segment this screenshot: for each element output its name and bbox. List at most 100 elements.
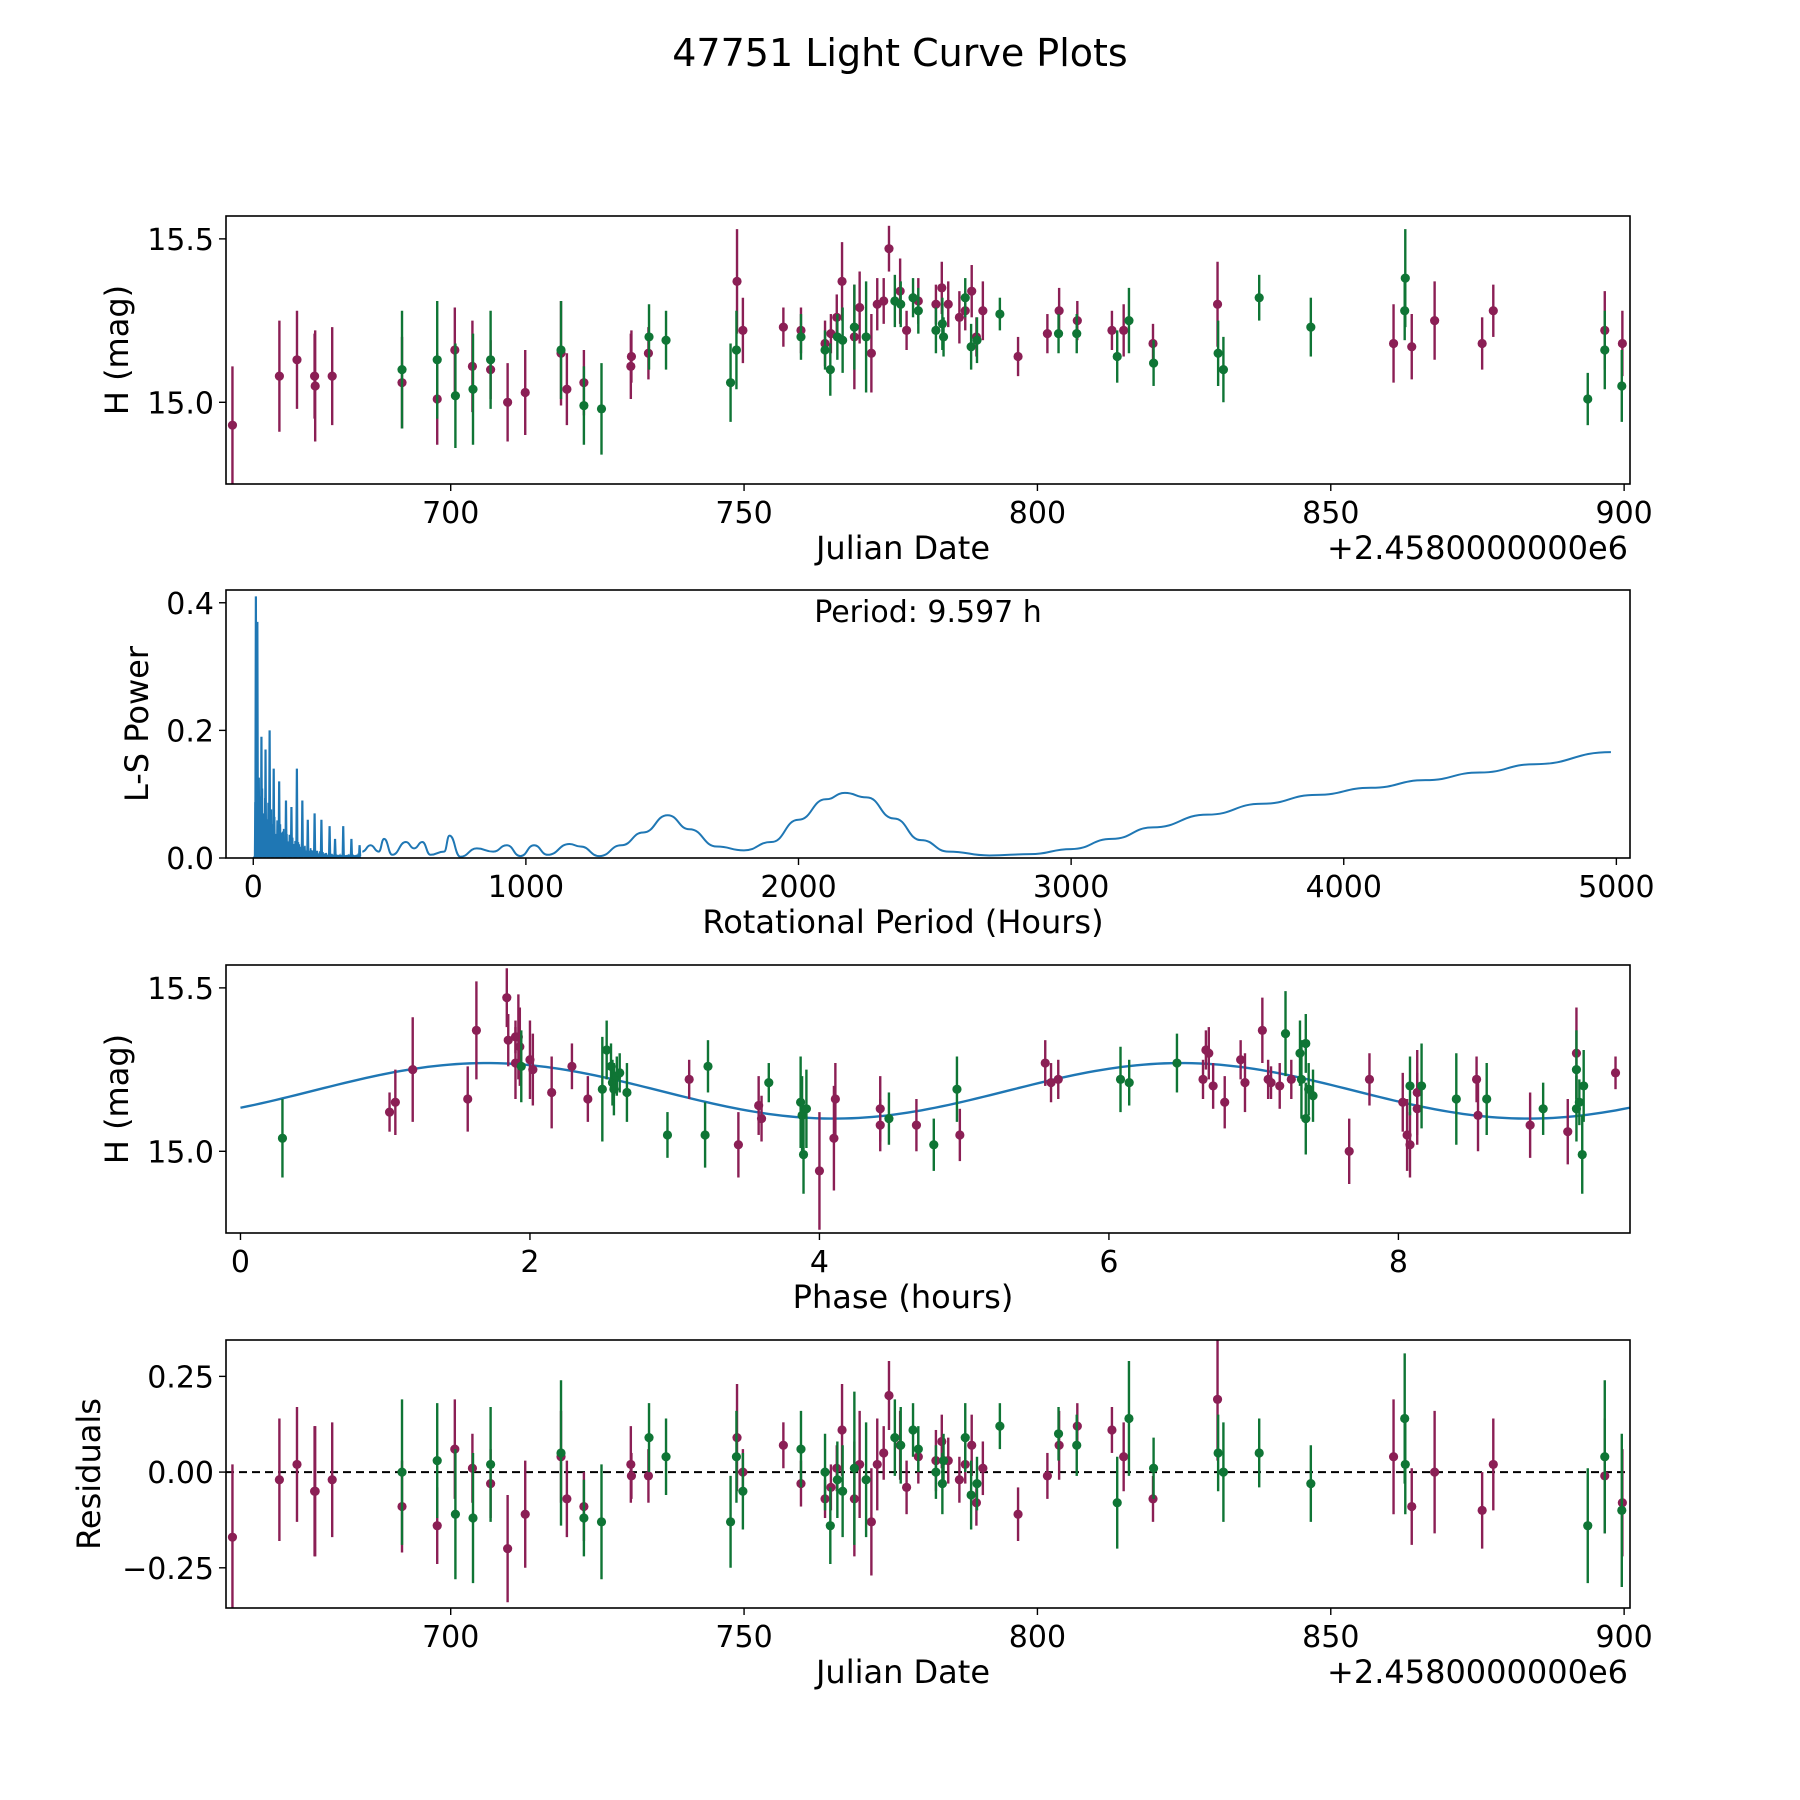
y-tick-label: 0.4 bbox=[166, 587, 214, 622]
data-point bbox=[1482, 1094, 1492, 1104]
data-point bbox=[1254, 1448, 1264, 1458]
data-point bbox=[1563, 1127, 1573, 1137]
data-point bbox=[1218, 365, 1229, 375]
data-point bbox=[1296, 1074, 1307, 1084]
data-point bbox=[703, 1061, 713, 1071]
data-point bbox=[937, 283, 947, 293]
data-point bbox=[995, 309, 1005, 319]
data-point bbox=[1538, 1104, 1548, 1114]
data-point bbox=[1124, 1413, 1134, 1424]
data-point bbox=[908, 293, 918, 303]
y-tick-label: 15.5 bbox=[147, 972, 214, 1007]
data-point bbox=[468, 384, 478, 394]
x-tick-label: 2000 bbox=[760, 870, 836, 905]
data-point bbox=[1477, 1505, 1487, 1515]
data-point bbox=[1574, 1097, 1584, 1107]
data-point bbox=[901, 1482, 912, 1492]
data-point bbox=[731, 345, 742, 355]
data-point bbox=[520, 387, 530, 398]
x-tick-label: 700 bbox=[422, 496, 479, 531]
period-annotation: Period: 9.597 h bbox=[814, 595, 1042, 630]
data-point bbox=[829, 1133, 839, 1143]
data-point bbox=[390, 1097, 400, 1107]
x-tick-label: 8 bbox=[1389, 1245, 1408, 1280]
data-point bbox=[814, 1166, 825, 1176]
data-point bbox=[1407, 342, 1417, 352]
data-point bbox=[954, 312, 964, 322]
data-point bbox=[700, 1130, 710, 1140]
data-point bbox=[1488, 306, 1498, 316]
data-point bbox=[547, 1087, 557, 1098]
data-point bbox=[292, 355, 302, 365]
data-point bbox=[1119, 325, 1129, 335]
data-point bbox=[1600, 345, 1610, 355]
data-point bbox=[1275, 1081, 1285, 1091]
data-point bbox=[1198, 1074, 1208, 1084]
data-point bbox=[913, 1444, 923, 1454]
data-point bbox=[896, 299, 906, 309]
data-point bbox=[661, 1452, 671, 1462]
axes-frame bbox=[225, 1339, 1631, 1609]
data-point bbox=[1286, 1074, 1296, 1084]
data-point bbox=[764, 1078, 774, 1088]
data-point bbox=[622, 1087, 632, 1098]
data-point bbox=[901, 325, 912, 335]
data-point bbox=[733, 1140, 743, 1150]
data-point bbox=[450, 391, 461, 401]
panel-residuals: 700 750 800 850 900 0.25 0.00 −0.25 Julian Date R… bbox=[70, 1339, 1653, 1691]
data-point bbox=[1266, 1078, 1276, 1088]
x-tick-label: 1000 bbox=[488, 870, 564, 905]
data-point bbox=[684, 1074, 694, 1084]
data-point bbox=[1405, 1140, 1415, 1150]
data-point bbox=[1579, 1081, 1589, 1091]
y-tick-label: 15.5 bbox=[147, 223, 214, 258]
data-point bbox=[778, 1440, 788, 1450]
x-tick-label: 3000 bbox=[1033, 870, 1109, 905]
data-point bbox=[908, 1425, 918, 1435]
data-point bbox=[1583, 394, 1593, 404]
data-point bbox=[1477, 338, 1487, 349]
data-point bbox=[1280, 1029, 1291, 1039]
data-point bbox=[1388, 338, 1399, 349]
x-tick-label: 850 bbox=[1302, 1620, 1359, 1655]
series-filter-2 bbox=[397, 1353, 1627, 1587]
x-axis-label: Julian Date bbox=[814, 1653, 990, 1691]
data-point bbox=[879, 296, 889, 306]
y-axis-label: L-S Power bbox=[118, 645, 156, 802]
data-point bbox=[471, 1025, 482, 1035]
data-point bbox=[966, 342, 976, 352]
data-point bbox=[1610, 1068, 1621, 1078]
data-point bbox=[879, 1448, 889, 1458]
series-filter-2 bbox=[277, 991, 1589, 1194]
panel-phased: 0 2 4 6 8 15.0 15.5 Phase (hours) H (mag) bbox=[98, 964, 1631, 1316]
data-point bbox=[778, 322, 788, 332]
data-point bbox=[1124, 1078, 1134, 1088]
data-point bbox=[1013, 351, 1023, 362]
x-tick-label: 850 bbox=[1302, 496, 1359, 531]
data-point bbox=[861, 332, 871, 342]
data-point bbox=[866, 348, 876, 358]
data-point bbox=[855, 302, 865, 313]
data-point bbox=[556, 345, 566, 355]
data-point bbox=[1054, 306, 1064, 316]
data-point bbox=[1306, 322, 1316, 332]
data-point bbox=[503, 397, 513, 407]
plot-area bbox=[240, 968, 1630, 1230]
data-point bbox=[837, 1425, 847, 1435]
data-point bbox=[515, 1042, 525, 1052]
data-point bbox=[830, 1094, 840, 1104]
data-point bbox=[960, 1433, 970, 1443]
figure-title: 47751 Light Curve Plots bbox=[672, 31, 1127, 75]
data-point bbox=[825, 1521, 835, 1531]
data-point bbox=[849, 322, 859, 332]
data-point bbox=[503, 1544, 513, 1554]
axes-frame bbox=[225, 589, 1631, 859]
data-point bbox=[837, 276, 847, 286]
data-point bbox=[1212, 1394, 1223, 1404]
data-point bbox=[502, 993, 512, 1003]
data-point bbox=[1301, 1114, 1311, 1124]
x-axis-label: Rotational Period (Hours) bbox=[702, 903, 1103, 941]
data-point bbox=[820, 345, 830, 355]
x-tick-label: 750 bbox=[715, 496, 772, 531]
data-point bbox=[468, 1513, 478, 1523]
